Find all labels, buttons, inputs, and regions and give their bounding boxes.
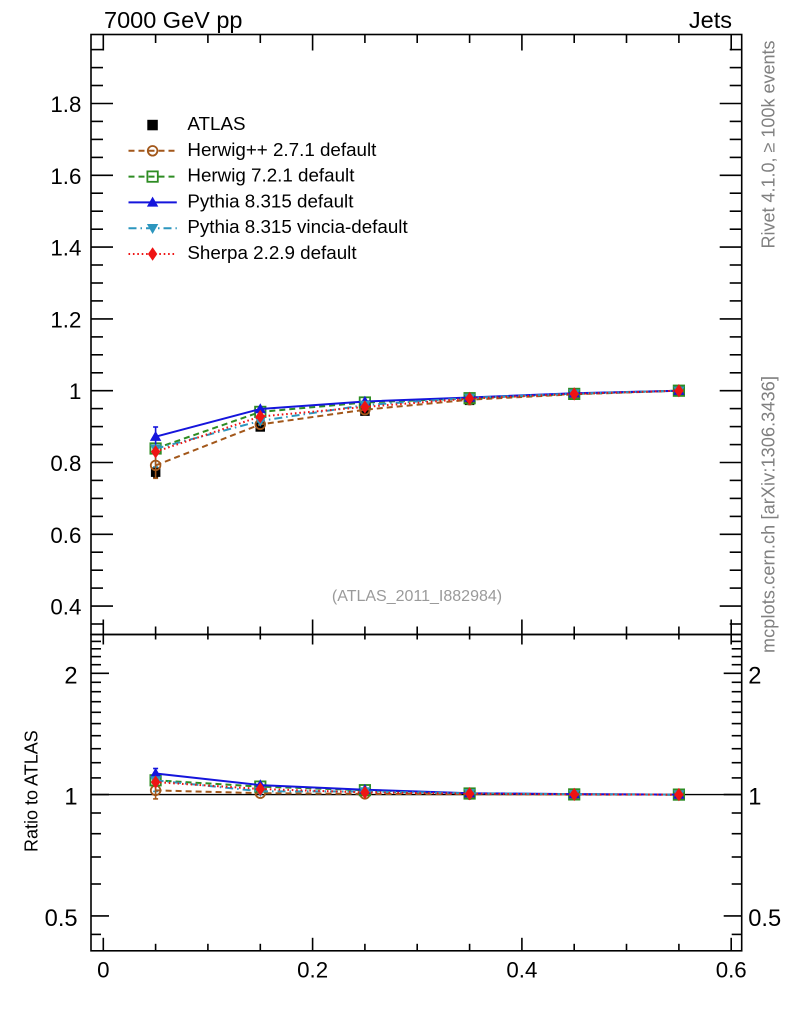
svg-text:7000 GeV pp: 7000 GeV pp (104, 7, 243, 33)
svg-text:Herwig 7.2.1 default: Herwig 7.2.1 default (187, 165, 355, 186)
svg-text:Pythia 8.315 vincia-default: Pythia 8.315 vincia-default (187, 216, 408, 237)
svg-text:1: 1 (748, 785, 761, 811)
svg-text:1.6: 1.6 (50, 164, 81, 189)
svg-text:(ATLAS_2011_I882984): (ATLAS_2011_I882984) (332, 588, 502, 605)
svg-text:0.6: 0.6 (50, 523, 81, 548)
svg-text:Herwig++ 2.7.1 default: Herwig++ 2.7.1 default (187, 139, 377, 160)
svg-text:Rivet 4.1.0, ≥ 100k events: Rivet 4.1.0, ≥ 100k events (759, 41, 779, 249)
svg-text:0.4: 0.4 (50, 595, 81, 620)
svg-text:Pythia 8.315 default: Pythia 8.315 default (187, 190, 354, 211)
svg-text:2: 2 (748, 663, 761, 689)
svg-text:1: 1 (69, 379, 81, 404)
svg-text:Ratio to ATLAS: Ratio to ATLAS (22, 730, 42, 852)
svg-text:Sherpa 2.2.9 default: Sherpa 2.2.9 default (187, 242, 357, 263)
svg-text:1: 1 (64, 785, 77, 811)
svg-text:0.6: 0.6 (716, 958, 747, 983)
svg-text:0.5: 0.5 (748, 906, 781, 932)
svg-text:0.8: 0.8 (50, 451, 81, 476)
svg-text:0: 0 (97, 958, 109, 983)
svg-text:1.4: 1.4 (50, 236, 81, 261)
svg-text:0.4: 0.4 (506, 958, 537, 983)
svg-text:ATLAS: ATLAS (187, 113, 245, 134)
svg-text:2: 2 (64, 663, 77, 689)
svg-text:1.2: 1.2 (50, 307, 81, 332)
svg-text:Jets: Jets (689, 7, 732, 33)
svg-text:mcplots.cern.ch [arXiv:1306.34: mcplots.cern.ch [arXiv:1306.3436] (759, 376, 779, 653)
svg-text:0.2: 0.2 (297, 958, 328, 983)
svg-text:1.8: 1.8 (50, 92, 81, 117)
svg-text:0.5: 0.5 (45, 906, 78, 932)
